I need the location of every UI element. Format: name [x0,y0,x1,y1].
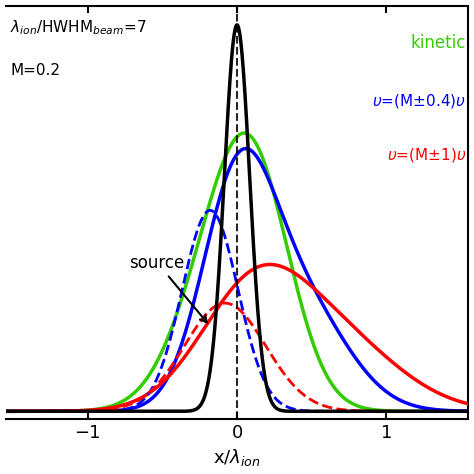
X-axis label: x/$\lambda_{ion}$: x/$\lambda_{ion}$ [213,447,261,468]
Text: $\lambda_{ion}$/HWHM$_{beam}$=7: $\lambda_{ion}$/HWHM$_{beam}$=7 [10,18,146,36]
Text: M=0.2: M=0.2 [10,64,60,78]
Text: $\upsilon$=(M$\pm$1)$\upsilon$: $\upsilon$=(M$\pm$1)$\upsilon$ [387,146,466,164]
Text: kinetic: kinetic [411,35,466,53]
Text: $\upsilon$=(M$\pm$0.4)$\upsilon$: $\upsilon$=(M$\pm$0.4)$\upsilon$ [372,92,466,110]
Text: source: source [129,254,207,322]
